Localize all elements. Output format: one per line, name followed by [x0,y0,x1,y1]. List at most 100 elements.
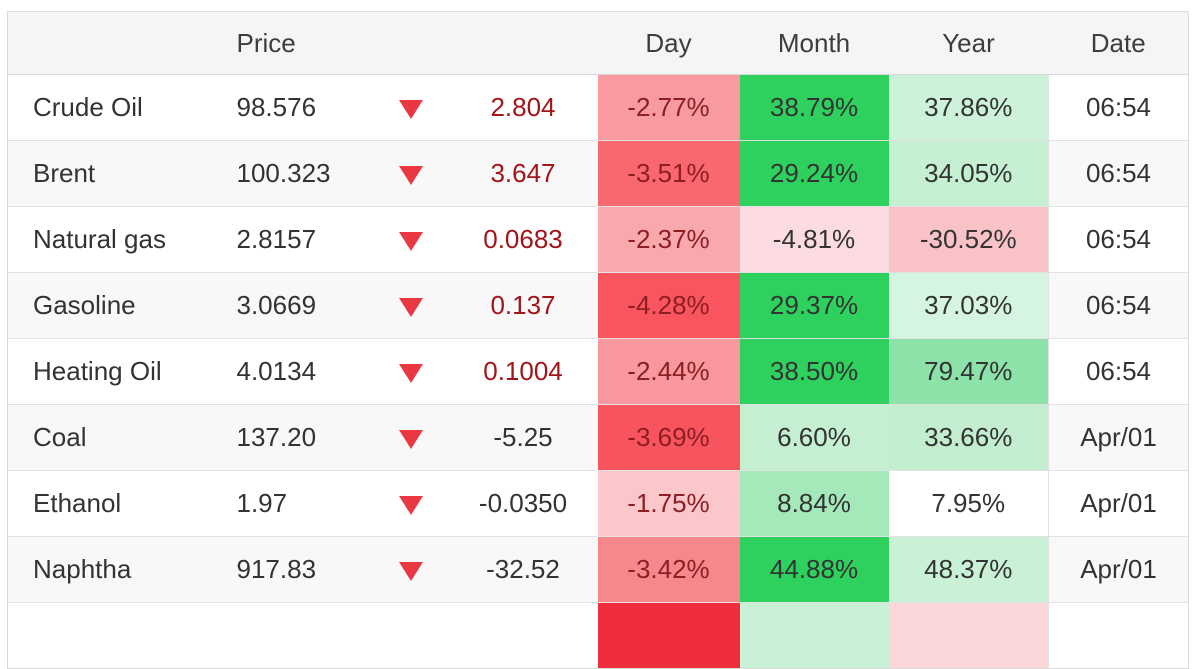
date-cell: 06:54 [1048,74,1189,141]
month-change-cell: 6.60% [739,404,889,471]
day-change-cell: -3.42% [597,536,740,603]
down-triangle-icon [398,561,423,581]
change-cell: 0.1004 [440,338,598,405]
change-cell: -32.52 [440,536,598,603]
date-cell: 06:54 [1048,338,1189,405]
month-change-cell: 38.50% [739,338,889,405]
year-change-cell: 79.47% [888,338,1049,405]
arrow-cell [380,206,441,273]
table-row: Gasoline 3.0669 0.137 -4.28% 29.37% 37.0… [7,272,1189,339]
table-row: Heating Oil 4.0134 0.1004 -2.44% 38.50% … [7,338,1189,405]
price-cell: 98.576 [236,92,317,122]
year-change-cell: 34.05% [888,140,1049,207]
price-cell: 1.97 [202,470,381,537]
price-cell: 137.20 [202,404,381,471]
arrow-cell [380,536,441,603]
commodity-rows: Crude Oil 98.576 2.804 -2.77% 38.79% 37.… [7,74,1189,669]
price-cell: 2.8157 [202,206,381,273]
year-change-cell: 37.86% [888,74,1049,141]
year-change-cell: 37.03% [888,272,1049,339]
commodity-name-cell[interactable]: Heating Oil [7,338,203,405]
day-change-cell: -1.75% [597,470,740,537]
date-cell: Apr/01 [1048,536,1189,603]
column-header-arrow [380,11,441,75]
date-cell: 06:54 [1048,206,1189,273]
year-change-cell: -30.52% [888,206,1049,273]
arrow-cell [380,272,441,339]
change-cell [440,602,598,669]
arrow-cell [381,75,441,141]
month-change-cell: -4.81% [739,206,889,273]
month-change-cell: 29.24% [739,140,889,207]
month-change-cell: 29.37% [739,272,889,339]
table-row: Crude Oil 98.576 2.804 -2.77% 38.79% 37.… [8,74,1189,141]
down-triangle-icon [398,165,423,185]
arrow-cell [380,338,441,405]
day-change-cell: -3.51% [597,140,740,207]
commodity-name-cell[interactable]: Crude Oil [33,92,143,122]
arrow-cell [380,470,441,537]
change-cell: 2.804 [490,92,556,122]
commodities-table-container: Price Day Month Year Date Crude Oil 98.5… [7,11,1189,669]
month-change-cell: 38.79% [739,74,889,141]
column-header-date: Date [1048,11,1189,75]
column-header-year: Year [888,11,1049,75]
commodity-name-cell[interactable]: Coal [7,404,203,471]
change-cell: 0.137 [440,272,598,339]
day-change-cell: -2.77% [597,74,740,141]
column-header-price: Price [202,11,381,75]
down-triangle-icon [398,297,423,317]
day-change-cell: -4.28% [597,272,740,339]
commodity-name-cell[interactable]: Naphtha [7,536,203,603]
month-change-cell [739,602,889,669]
price-cell: 4.0134 [202,338,381,405]
table-row: Natural gas 2.8157 0.0683 -2.37% -4.81% … [7,206,1189,273]
down-triangle-icon [398,495,423,515]
day-change-cell [597,602,740,669]
change-cell: -5.25 [440,404,598,471]
down-triangle-icon [398,231,423,251]
down-triangle-icon [398,363,423,383]
commodity-name-cell[interactable]: Ethanol [7,470,203,537]
table-row: Ethanol 1.97 -0.0350 -1.75% 8.84% 7.95% … [7,470,1189,537]
day-change-cell: -2.37% [597,206,740,273]
commodities-table: Price Day Month Year Date Crude Oil 98.5… [7,11,1189,669]
year-change-cell: 48.37% [888,536,1049,603]
date-cell: 06:54 [1048,272,1189,339]
change-cell: -0.0350 [440,470,598,537]
arrow-cell [380,140,441,207]
year-change-cell [888,602,1049,669]
table-row: Brent 100.323 3.647 -3.51% 29.24% 34.05%… [7,140,1189,207]
month-change-cell: 44.88% [739,536,889,603]
day-change-cell: -3.69% [597,404,740,471]
header-row: Price Day Month Year Date [7,11,1189,75]
change-cell: 0.0683 [440,206,598,273]
year-change-cell: 33.66% [888,404,1049,471]
commodity-name-cell[interactable]: Natural gas [7,206,203,273]
year-change-cell: 7.95% [888,470,1049,537]
column-header-change [440,11,598,75]
day-change-cell: -2.44% [597,338,740,405]
column-header-name [7,11,203,75]
arrow-cell [380,602,441,669]
table-row: Naphtha 917.83 -32.52 -3.42% 44.88% 48.3… [7,536,1189,603]
column-header-month: Month [739,11,889,75]
price-cell: 3.0669 [202,272,381,339]
change-cell: 3.647 [440,140,598,207]
price-cell: 100.323 [202,140,381,207]
commodity-name-cell[interactable] [7,602,203,669]
down-triangle-icon [398,99,423,119]
table-row [7,602,1189,669]
date-cell: Apr/01 [1048,470,1189,537]
arrow-cell [380,404,441,471]
down-triangle-icon [398,429,423,449]
commodity-name-cell[interactable]: Gasoline [7,272,203,339]
commodity-name-cell[interactable]: Brent [7,140,203,207]
month-change-cell: 8.84% [739,470,889,537]
date-cell: 06:54 [1048,140,1189,207]
column-header-day: Day [597,11,740,75]
table-row: Coal 137.20 -5.25 -3.69% 6.60% 33.66% Ap… [7,404,1189,471]
price-cell [202,602,381,669]
price-cell: 917.83 [202,536,381,603]
date-cell: Apr/01 [1048,404,1189,471]
